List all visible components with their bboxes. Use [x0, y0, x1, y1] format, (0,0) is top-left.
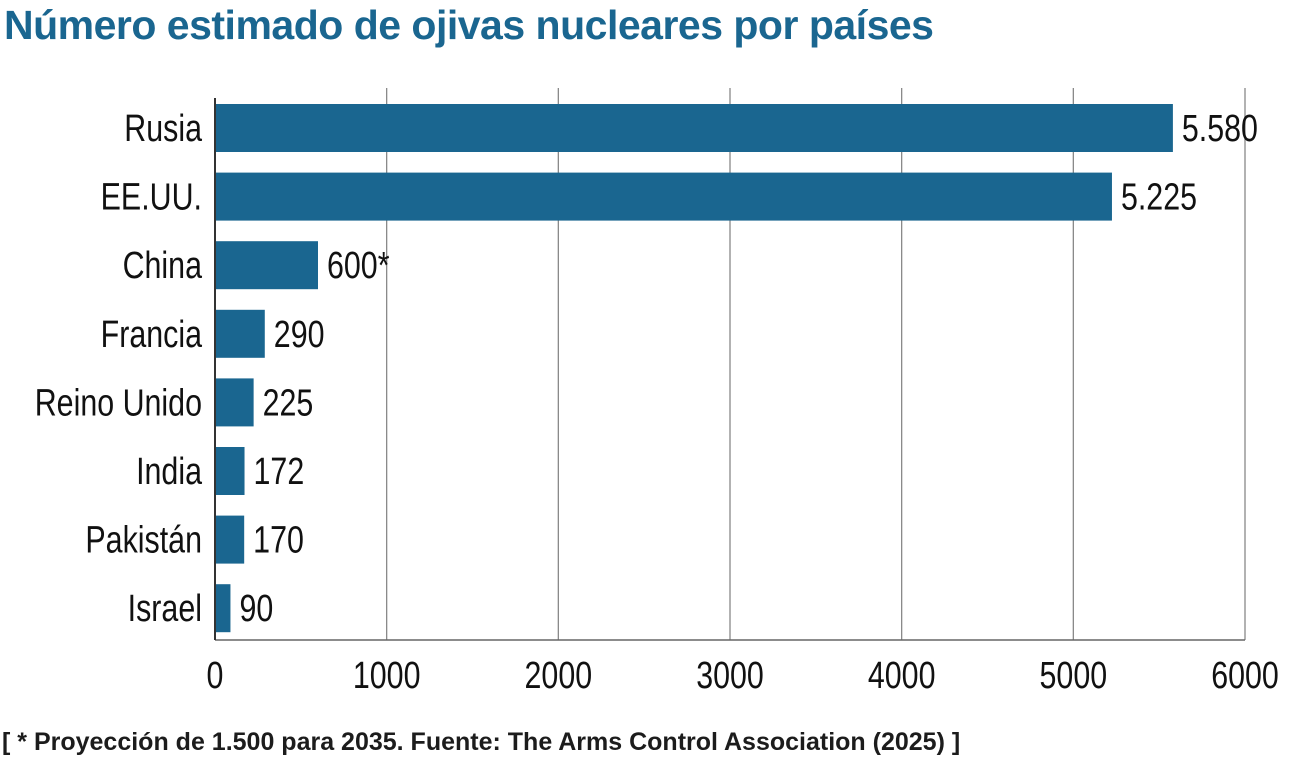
- bar: [216, 172, 1112, 221]
- x-tick-label: 0: [207, 655, 224, 697]
- category-label: India: [136, 451, 203, 493]
- x-tick-label: 4000: [868, 655, 936, 697]
- bar: [216, 309, 265, 358]
- x-tick-label: 1000: [353, 655, 421, 697]
- value-label: 170: [253, 519, 304, 561]
- value-label: 90: [239, 588, 273, 630]
- category-label: Reino Unido: [35, 382, 202, 424]
- category-label: Pakistán: [85, 519, 202, 561]
- value-label: 225: [263, 382, 314, 424]
- bar: [216, 584, 231, 633]
- value-label: 600*: [327, 245, 390, 287]
- x-tick-label: 2000: [525, 655, 593, 697]
- x-tick-label: 5000: [1040, 655, 1108, 697]
- category-label: China: [123, 245, 203, 287]
- value-label: 5.580: [1182, 108, 1258, 150]
- bar: [216, 515, 245, 564]
- chart-footnote: [ * Proyección de 1.500 para 2035. Fuent…: [2, 728, 961, 756]
- category-label: Rusia: [124, 108, 202, 150]
- value-label: 290: [274, 314, 325, 356]
- value-label: 5.225: [1121, 176, 1197, 218]
- value-label: 172: [254, 451, 305, 493]
- bar: [216, 104, 1173, 152]
- bar: [216, 447, 245, 495]
- category-label: Francia: [101, 314, 203, 356]
- x-tick-label: 3000: [696, 655, 764, 697]
- x-tick-label: 6000: [1211, 655, 1279, 697]
- category-label: Israel: [128, 588, 202, 630]
- chart-title: Número estimado de ojivas nucleares por …: [4, 2, 934, 48]
- bar: [216, 241, 318, 290]
- category-label: EE.UU.: [101, 176, 202, 218]
- bar: [216, 378, 254, 427]
